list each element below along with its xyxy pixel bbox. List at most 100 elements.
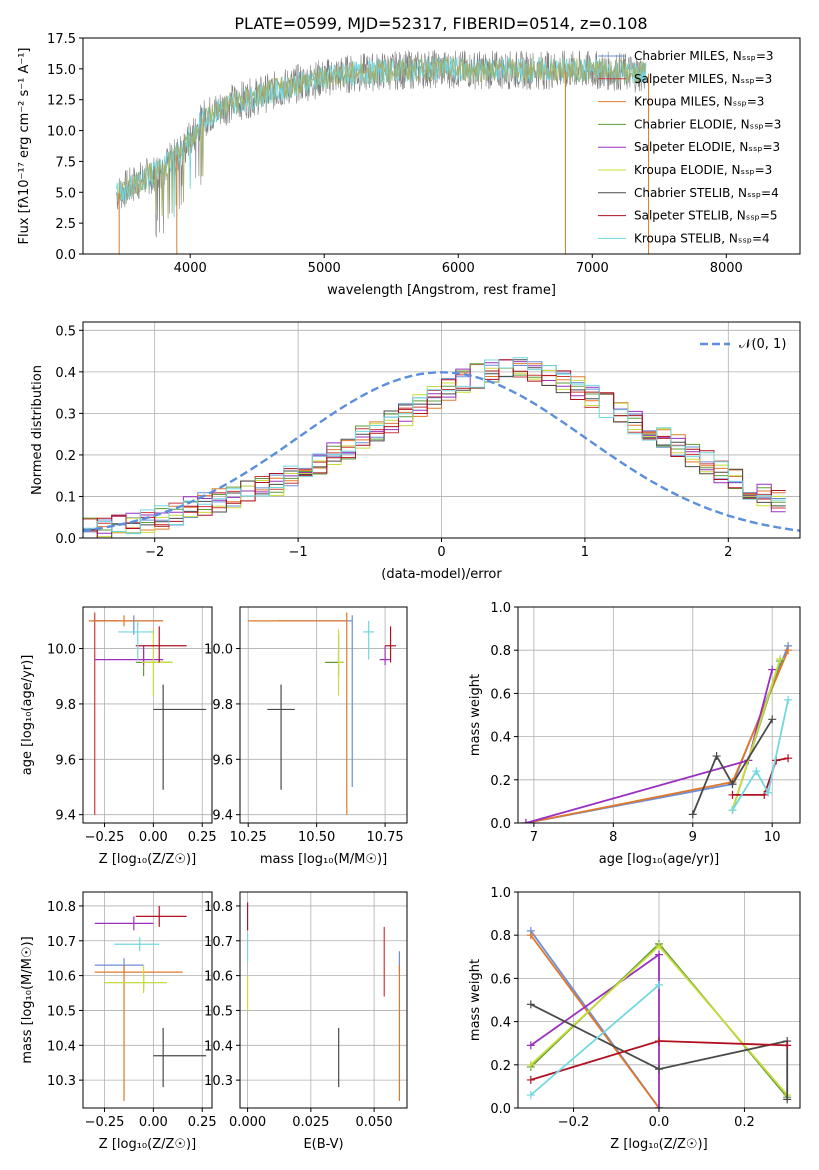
series-line <box>530 934 660 1108</box>
plot-area <box>116 49 650 254</box>
point-marker <box>526 1060 535 1069</box>
point-marker <box>655 980 663 989</box>
y-tick-label: 10.6 <box>47 970 76 985</box>
x-tick-label: −0.2 <box>558 1115 590 1130</box>
x-tick-label: −0.25 <box>85 1115 125 1130</box>
point-marker <box>526 931 535 940</box>
series-line <box>530 952 660 1108</box>
y-tick-label: 10.0 <box>47 643 76 658</box>
y-axis-label: mass [log₁₀(M/M☉)] <box>20 936 35 1063</box>
x-tick-label: 1 <box>581 545 589 560</box>
y-tick-label: 0.6 <box>490 687 511 702</box>
point-marker <box>526 1091 535 1100</box>
y-tick-label: 0.0 <box>490 817 511 832</box>
x-axis-label: (data-model)/error <box>381 567 502 582</box>
histogram-series <box>83 359 786 526</box>
point-marker <box>728 780 737 789</box>
y-tick-label: 0.4 <box>490 1016 511 1031</box>
axes-frame <box>239 891 408 1109</box>
x-tick-label: 8 <box>609 830 617 845</box>
y-tick-label: 10.5 <box>204 1004 233 1019</box>
panel-mass_vs_EBV: 0.000 0.025 0.050 10.3 10.4 10.5 10.6 10.7 10.8 E… <box>204 891 408 1152</box>
y-tick-label: 0.0 <box>490 1102 511 1117</box>
point-marker <box>752 767 761 776</box>
y-tick-label: 1.0 <box>490 886 511 901</box>
y-tick-label: 10.0 <box>47 125 76 140</box>
point-marker <box>768 665 777 674</box>
x-tick-label: 7 <box>530 830 538 845</box>
histogram-series <box>83 359 786 538</box>
histogram-series <box>83 357 786 535</box>
y-tick-label: 0.6 <box>490 972 511 987</box>
series-line <box>731 699 789 811</box>
y-tick-label: 10.6 <box>204 970 233 985</box>
point-marker <box>768 715 777 724</box>
y-axis-label: age [log₁₀(age/yr)] <box>20 655 35 776</box>
series-line <box>732 757 789 796</box>
y-tick-label: 9.6 <box>212 753 233 768</box>
x-tick-label: 0.050 <box>355 1115 392 1130</box>
point-marker <box>655 942 663 950</box>
y-axis-label: Normed distribution <box>30 365 45 495</box>
y-tick-label: 10.4 <box>47 1039 76 1054</box>
x-axis-label: E(B-V) <box>303 1137 343 1152</box>
point-marker <box>712 752 721 761</box>
panel-mass_vs_Z: −0.25 0.00 0.25 10.3 10.4 10.5 10.6 10.7 10.8 Z [… <box>20 891 217 1152</box>
plot-area <box>88 612 207 815</box>
plot-area <box>83 357 800 538</box>
y-tick-label: 9.4 <box>55 809 76 824</box>
y-axis-label: mass weight <box>468 674 483 756</box>
y-tick-label: 0.3 <box>55 407 76 422</box>
axes-frame <box>239 606 408 824</box>
y-tick-label: 10.5 <box>47 1004 76 1019</box>
x-tick-label: 6000 <box>442 261 475 276</box>
point-marker <box>784 754 793 763</box>
legend-label: Kroupa STELIB, Nₛₛₚ=4 <box>634 231 770 245</box>
point-marker <box>526 1075 535 1084</box>
series-line <box>691 718 773 815</box>
y-tick-label: 12.5 <box>47 94 76 109</box>
x-tick-label: 10.75 <box>366 830 403 845</box>
x-tick-label: 0 <box>437 545 445 560</box>
x-axis-label: wavelength [Angstrom, rest frame] <box>327 283 556 298</box>
x-tick-label: 9 <box>689 830 697 845</box>
point-marker <box>655 1104 663 1108</box>
plot-area <box>94 905 207 1102</box>
histogram-series <box>83 363 786 534</box>
point-marker <box>728 806 737 815</box>
y-tick-label: 10.3 <box>47 1074 76 1089</box>
y-tick-label: 0.0 <box>55 248 76 263</box>
y-axis-label: mass weight <box>468 959 483 1041</box>
series-line <box>530 984 660 1096</box>
legend-label: Salpeter MILES, Nₛₛₚ=3 <box>634 72 772 86</box>
y-tick-label: 0.8 <box>490 929 511 944</box>
y-tick-label: 0.5 <box>55 324 76 339</box>
x-axis-label: Z [log₁₀(Z/Z☉)] <box>99 1137 196 1152</box>
axes-frame <box>517 606 801 824</box>
y-tick-label: 15.0 <box>47 63 76 78</box>
y-tick-label: 10.3 <box>204 1074 233 1089</box>
x-tick-label: 8000 <box>710 261 743 276</box>
series-line <box>530 1003 789 1100</box>
x-tick-label: 2 <box>724 545 732 560</box>
x-axis-label: mass [log₁₀(M/M☉)] <box>260 852 387 867</box>
point-marker <box>526 1000 535 1009</box>
point-marker <box>783 1041 792 1050</box>
legend-label: Kroupa MILES, Nₛₛₚ=3 <box>634 95 764 109</box>
point-marker <box>784 695 793 704</box>
y-tick-label: 10.4 <box>204 1039 233 1054</box>
plot-area <box>521 641 793 823</box>
x-tick-label: 7000 <box>576 261 609 276</box>
legend-label: Chabrier MILES, Nₛₛₚ=3 <box>634 49 774 63</box>
point-marker <box>526 1041 535 1050</box>
panel-massweight_vs_Z: −0.2 0.0 0.2 0.0 0.2 0.4 0.6 0.8 1.0 Z [log₁₀(Z/Z… <box>468 886 801 1152</box>
point-marker <box>688 810 697 819</box>
legend-label: Salpeter STELIB, Nₛₛₚ=5 <box>634 209 778 223</box>
x-tick-label: −1 <box>289 545 308 560</box>
y-tick-label: 17.5 <box>47 32 76 47</box>
histogram-series <box>83 363 786 534</box>
y-tick-label: 0.4 <box>55 366 76 381</box>
y-axis-label: Flux [fλ10⁻¹⁷ erg cm⁻² s⁻¹ A⁻¹] <box>17 48 32 245</box>
y-tick-label: 5.0 <box>55 186 76 201</box>
series-line <box>731 658 781 811</box>
